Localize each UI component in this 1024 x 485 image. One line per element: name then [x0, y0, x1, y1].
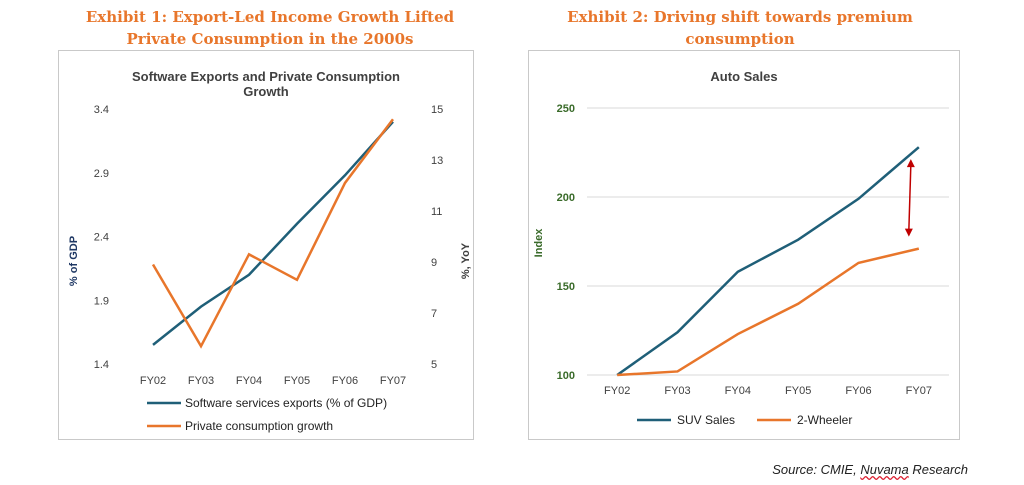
x-tick-label: FY07: [380, 375, 406, 387]
y-tick-right-label: 7: [431, 308, 437, 320]
gap-arrow-head-down: [904, 228, 913, 237]
series-line-private-consumption: [151, 118, 394, 349]
chart-auto-sales: Auto Sales Index 250 200 150 100 FY02 FY03 FY…: [533, 69, 949, 427]
y-tick-label: 200: [557, 192, 575, 204]
source-note: Source: CMIE, Nuvama Research: [772, 462, 968, 477]
exhibit-1-title-line1: Exhibit 1: Export-Led Income Growth Lift…: [85, 8, 455, 26]
chart-title-line2: Growth: [243, 84, 289, 99]
chart-software-exports: Software Exports and Private Consumption…: [68, 69, 472, 433]
x-tick-label: FY06: [845, 385, 871, 397]
y-tick-left-label: 2.9: [94, 168, 109, 180]
y-tick-left-label: 1.9: [94, 295, 109, 307]
y-tick-right-label: 5: [431, 359, 437, 371]
x-tick-label: FY02: [604, 385, 630, 397]
y-axis-label: Index: [533, 228, 545, 258]
legend-label-suv-sales: SUV Sales: [677, 413, 735, 427]
y-tick-right-label: 9: [431, 257, 437, 269]
exhibit-2-title: Exhibit 2: Driving shift towards premium…: [520, 6, 960, 50]
y-axis-right-label: %, YoY: [460, 242, 472, 279]
y-tick-right-label: 13: [431, 155, 443, 167]
chart-title: Auto Sales: [710, 69, 777, 84]
y-tick-label: 100: [557, 370, 575, 382]
chart-title-line1: Software Exports and Private Consumption: [132, 69, 400, 84]
series-line-2-wheeler: [617, 247, 920, 377]
x-tick-label: FY07: [906, 385, 932, 397]
y-tick-right-label: 11: [431, 206, 442, 218]
exhibit-2-title-line1: Exhibit 2: Driving shift towards premium: [567, 8, 913, 26]
x-tick-label: FY03: [664, 385, 690, 397]
series-line-suv-sales: [616, 146, 920, 377]
y-tick-label: 250: [557, 103, 575, 115]
source-highlight: Nuvama: [860, 462, 909, 477]
x-tick-label: FY02: [140, 375, 166, 387]
gap-arrow-head-up: [906, 159, 915, 168]
x-tick-label: FY04: [725, 385, 751, 397]
x-tick-label: FY04: [236, 375, 262, 387]
y-tick-left-label: 2.4: [94, 232, 109, 244]
y-tick-left-label: 3.4: [94, 104, 109, 116]
exhibit-1-title-line2: Private Consumption in the 2000s: [126, 30, 414, 48]
x-tick-label: FY03: [188, 375, 214, 387]
legend-label-private-consumption: Private consumption growth: [185, 419, 333, 433]
gap-arrow-shaft: [908, 165, 912, 231]
legend-label-software-exports: Software services exports (% of GDP): [185, 396, 387, 410]
exhibit-1-title: Exhibit 1: Export-Led Income Growth Lift…: [60, 6, 480, 50]
source-prefix: Source: CMIE,: [772, 462, 861, 477]
series-line-software-exports: [152, 120, 394, 346]
source-suffix: Research: [908, 462, 968, 477]
chart-panel-software-exports: Software Exports and Private Consumption…: [58, 50, 474, 440]
y-tick-label: 150: [557, 281, 575, 293]
x-tick-label: FY06: [332, 375, 358, 387]
y-tick-right-label: 15: [431, 104, 443, 116]
legend-label-2-wheeler: 2-Wheeler: [797, 413, 852, 427]
x-tick-label: FY05: [284, 375, 310, 387]
x-tick-label: FY05: [785, 385, 811, 397]
exhibit-2-title-line2: consumption: [685, 30, 795, 48]
y-tick-left-label: 1.4: [94, 359, 109, 371]
y-axis-left-label: % of GDP: [68, 236, 80, 286]
chart-panel-auto-sales: Auto Sales Index 250 200 150 100 FY02 FY03 FY…: [528, 50, 960, 440]
